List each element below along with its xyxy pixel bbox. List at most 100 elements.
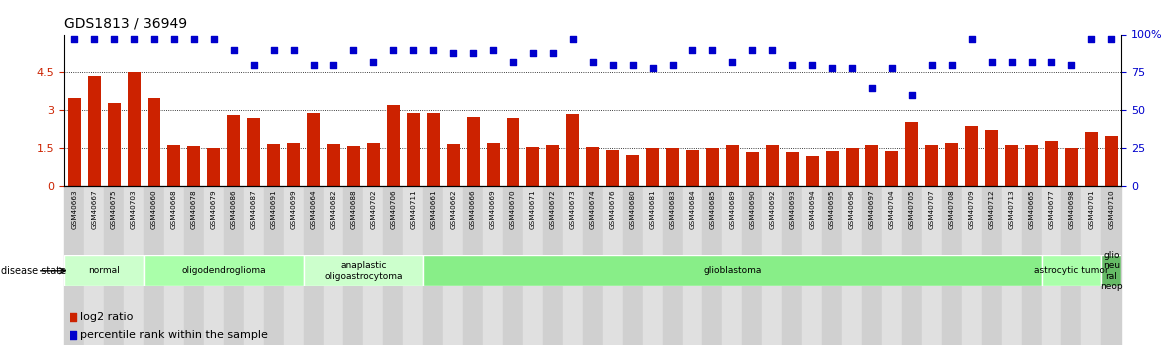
Bar	[1062, 186, 1082, 345]
Bar	[304, 255, 423, 286]
Point	[185, 36, 203, 42]
Point	[703, 47, 722, 52]
Point	[65, 36, 84, 42]
Bar	[304, 186, 324, 345]
Bar	[766, 145, 779, 186]
Point	[523, 50, 542, 56]
Bar	[127, 72, 140, 186]
Bar	[284, 186, 304, 345]
Point	[1101, 36, 1120, 42]
Bar	[68, 98, 81, 186]
Text: glio
neu
ral
neop: glio neu ral neop	[1100, 251, 1122, 291]
Bar	[642, 186, 662, 345]
Bar	[1101, 186, 1121, 345]
Point	[1062, 62, 1080, 68]
Bar	[527, 147, 540, 186]
Bar	[144, 186, 164, 345]
Bar	[487, 143, 500, 186]
Bar	[985, 130, 999, 186]
Bar	[343, 186, 363, 345]
Bar	[783, 186, 802, 345]
Bar	[965, 126, 978, 186]
Bar	[865, 145, 878, 186]
Point	[962, 36, 981, 42]
Bar	[922, 186, 941, 345]
Bar	[882, 186, 902, 345]
Text: normal: normal	[89, 266, 120, 275]
Point	[345, 47, 363, 52]
Text: log2 ratio: log2 ratio	[81, 313, 133, 322]
Text: percentile rank within the sample: percentile rank within the sample	[81, 330, 269, 339]
Point	[802, 62, 821, 68]
Point	[424, 47, 443, 52]
Bar	[287, 143, 300, 186]
Point	[1022, 59, 1041, 65]
Point	[224, 47, 243, 52]
Point	[822, 65, 841, 71]
Bar	[187, 146, 201, 186]
Bar	[367, 143, 380, 186]
Bar	[725, 145, 739, 186]
Bar	[846, 148, 858, 186]
Point	[584, 59, 603, 65]
Bar	[267, 144, 280, 186]
Bar	[228, 116, 241, 186]
Point	[663, 62, 682, 68]
Bar	[566, 114, 579, 186]
Point	[105, 36, 124, 42]
Bar	[324, 186, 343, 345]
Text: GDS1813 / 36949: GDS1813 / 36949	[64, 16, 187, 30]
Point	[165, 36, 183, 42]
Bar	[743, 186, 763, 345]
Point	[145, 36, 164, 42]
Bar	[862, 186, 882, 345]
Bar	[423, 186, 443, 345]
Text: oligodendroglioma: oligodendroglioma	[181, 266, 266, 275]
Bar	[1006, 145, 1018, 186]
Bar	[423, 255, 1042, 286]
Point	[723, 59, 742, 65]
Bar	[1065, 148, 1078, 186]
Bar	[147, 98, 160, 186]
Bar	[626, 156, 639, 186]
Point	[315, 102, 334, 108]
Text: anaplastic
oligoastrocytoma: anaplastic oligoastrocytoma	[325, 261, 403, 280]
Bar	[503, 186, 523, 345]
Bar	[981, 186, 1002, 345]
Bar	[443, 186, 464, 345]
Bar	[786, 152, 799, 186]
Bar	[705, 148, 719, 186]
Text: astrocytic tumor: astrocytic tumor	[1034, 266, 1108, 275]
Bar	[1002, 186, 1022, 345]
Point	[903, 92, 922, 98]
Bar	[167, 145, 180, 186]
Bar	[842, 186, 862, 345]
Bar	[623, 186, 642, 345]
Bar	[925, 145, 938, 186]
Bar	[543, 186, 563, 345]
Bar	[666, 148, 679, 186]
Point	[863, 85, 882, 90]
Bar	[464, 186, 484, 345]
Bar	[586, 147, 599, 186]
Point	[783, 62, 801, 68]
Bar	[426, 113, 439, 186]
Point	[503, 59, 522, 65]
Point	[204, 36, 223, 42]
Bar	[164, 186, 183, 345]
Bar	[1022, 186, 1042, 345]
Text: glioblastoma: glioblastoma	[703, 266, 762, 275]
Bar	[104, 186, 124, 345]
Point	[404, 47, 423, 52]
Bar	[446, 144, 460, 186]
Bar	[363, 186, 383, 345]
Bar	[746, 152, 759, 186]
Bar	[822, 186, 842, 345]
Point	[264, 47, 283, 52]
Bar	[646, 148, 659, 186]
Bar	[244, 186, 264, 345]
Bar	[722, 186, 743, 345]
Bar	[547, 145, 559, 186]
Bar	[1105, 136, 1118, 186]
Point	[1082, 36, 1100, 42]
